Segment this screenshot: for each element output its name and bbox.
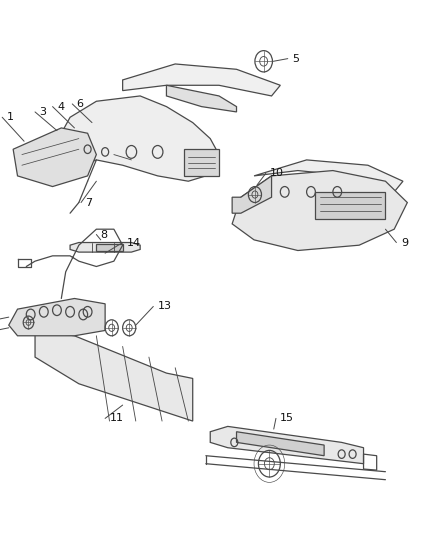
Text: 11: 11	[110, 414, 124, 423]
Polygon shape	[315, 192, 385, 219]
Polygon shape	[237, 432, 324, 456]
Polygon shape	[35, 330, 193, 421]
Polygon shape	[123, 64, 280, 96]
Text: 13: 13	[158, 302, 172, 311]
Polygon shape	[210, 426, 364, 464]
Text: 7: 7	[85, 198, 92, 207]
Polygon shape	[9, 298, 105, 336]
Text: 15: 15	[280, 414, 294, 423]
Polygon shape	[61, 96, 219, 181]
Text: 9: 9	[401, 238, 408, 247]
Text: 10: 10	[270, 168, 284, 178]
Text: 1: 1	[7, 112, 14, 122]
Polygon shape	[254, 160, 403, 192]
Text: 14: 14	[127, 238, 141, 247]
Polygon shape	[232, 171, 407, 251]
Text: 8: 8	[101, 230, 108, 239]
Text: 3: 3	[39, 107, 46, 117]
Polygon shape	[96, 244, 123, 251]
Polygon shape	[232, 176, 272, 213]
Text: 4: 4	[57, 102, 64, 111]
Text: 5: 5	[292, 54, 299, 63]
Polygon shape	[13, 128, 96, 187]
Text: 6: 6	[77, 99, 84, 109]
Polygon shape	[166, 85, 237, 112]
Polygon shape	[70, 243, 140, 252]
Polygon shape	[184, 149, 219, 176]
